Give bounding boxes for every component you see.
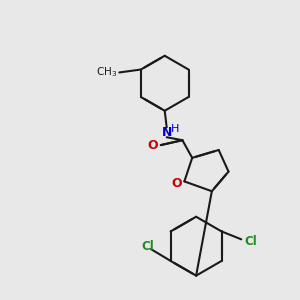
Text: Cl: Cl: [142, 240, 154, 253]
Text: H: H: [171, 124, 180, 134]
Text: CH$_3$: CH$_3$: [96, 66, 117, 80]
Text: O: O: [171, 177, 182, 190]
Text: O: O: [148, 139, 158, 152]
Text: N: N: [161, 126, 172, 139]
Text: Cl: Cl: [245, 235, 257, 248]
